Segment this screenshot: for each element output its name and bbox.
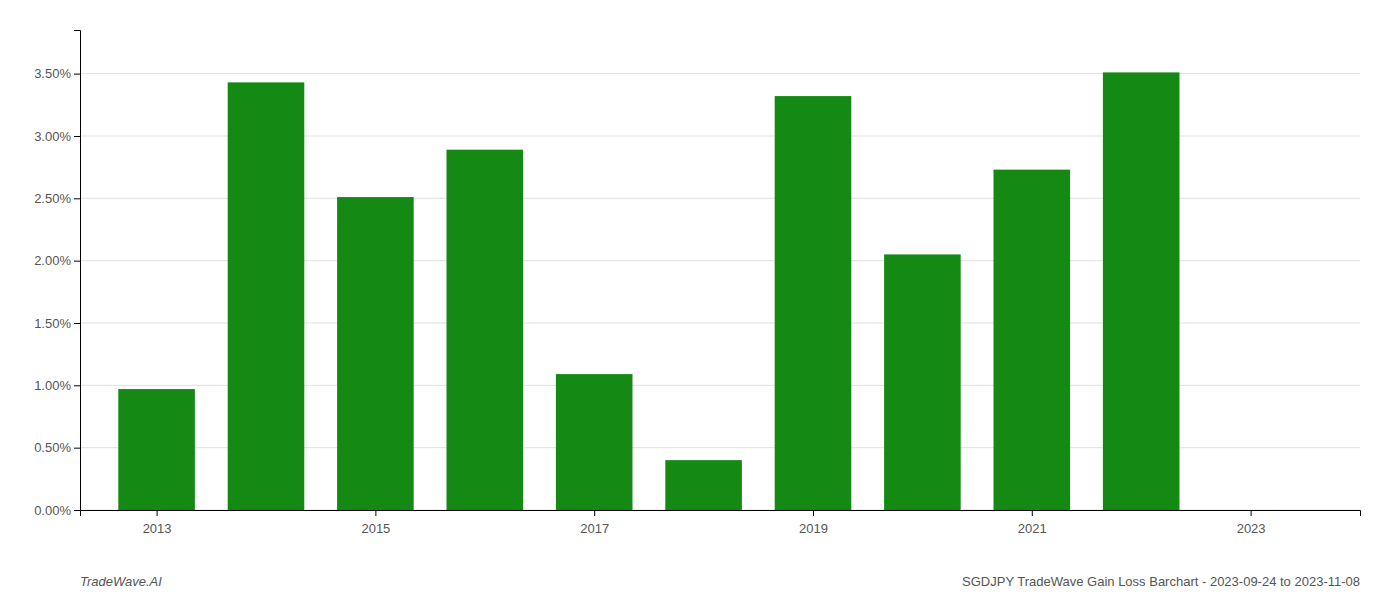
y-tick-label: 2.00% — [34, 253, 71, 268]
y-tick: 0.00% — [34, 503, 80, 518]
y-tick-label: 3.50% — [34, 66, 71, 81]
x-tick: 2019 — [799, 510, 828, 536]
x-tick-mark — [1032, 510, 1033, 516]
y-tick-label: 3.00% — [34, 129, 71, 144]
footer-left: TradeWave.AI — [80, 574, 162, 589]
bar — [775, 96, 852, 510]
y-tick: 2.00% — [34, 253, 80, 268]
y-tick-mark — [74, 510, 80, 511]
bar — [446, 150, 523, 510]
x-tick-label: 2019 — [799, 521, 828, 536]
bar — [337, 197, 414, 510]
plot: 2013 2015 2017 2019 2021 2023 0.00% 0.50% 1.00% 1… — [34, 31, 1360, 537]
y-tick-mark — [74, 198, 80, 199]
x-tick-mark — [375, 510, 376, 516]
y-tick-label: 0.50% — [34, 440, 71, 455]
y-tick-label: 2.50% — [34, 191, 71, 206]
y-tick: 1.00% — [34, 378, 80, 393]
bars — [118, 72, 1179, 510]
y-tick-mark — [74, 385, 80, 386]
bar — [665, 460, 742, 510]
y-tick-mark — [74, 74, 80, 75]
bar — [556, 374, 633, 510]
x-tick-label: 2017 — [580, 521, 609, 536]
x-tick-label: 2023 — [1237, 521, 1266, 536]
y-tick-mark — [74, 323, 80, 324]
y-tick-label: 0.00% — [34, 503, 71, 518]
x-tick: 2021 — [1018, 510, 1047, 536]
y-axis: 0.00% 0.50% 1.00% 1.50% 2.00% 2.50% 3.00% 3.50% — [34, 31, 80, 518]
x-tick-mark — [594, 510, 595, 516]
x-tick-label: 2021 — [1018, 521, 1047, 536]
y-tick-label: 1.00% — [34, 378, 71, 393]
x-tick-label: 2013 — [143, 521, 172, 536]
x-tick: 2015 — [361, 510, 390, 536]
y-tick-label: 1.50% — [34, 316, 71, 331]
y-tick: 1.50% — [34, 316, 80, 331]
x-tick-mark — [157, 510, 158, 516]
y-tick-mark — [74, 261, 80, 262]
x-tick: 2017 — [580, 510, 609, 536]
footer-right: SGDJPY TradeWave Gain Loss Barchart - 20… — [962, 574, 1360, 589]
x-tick-mark — [1251, 510, 1252, 516]
y-tick-mark — [74, 448, 80, 449]
x-tick-label: 2015 — [361, 521, 390, 536]
x-tick-mark — [813, 510, 814, 516]
bar — [118, 389, 195, 510]
x-tick: 2013 — [143, 510, 172, 536]
y-tick: 3.00% — [34, 129, 80, 144]
y-tick: 2.50% — [34, 191, 80, 206]
x-tick: 2023 — [1237, 510, 1266, 536]
bar — [228, 82, 305, 510]
y-tick-mark — [74, 136, 80, 137]
y-tick: 0.50% — [34, 440, 80, 455]
x-axis-line — [81, 511, 1361, 517]
bar — [1103, 72, 1180, 510]
bar — [884, 254, 961, 510]
y-tick: 3.50% — [34, 66, 80, 81]
x-axis: 2013 2015 2017 2019 2021 2023 — [81, 510, 1361, 536]
y-axis-line — [74, 31, 81, 511]
bar — [994, 170, 1071, 510]
chart: 2013 2015 2017 2019 2021 2023 0.00% 0.50% 1.00% 1… — [0, 0, 1400, 600]
